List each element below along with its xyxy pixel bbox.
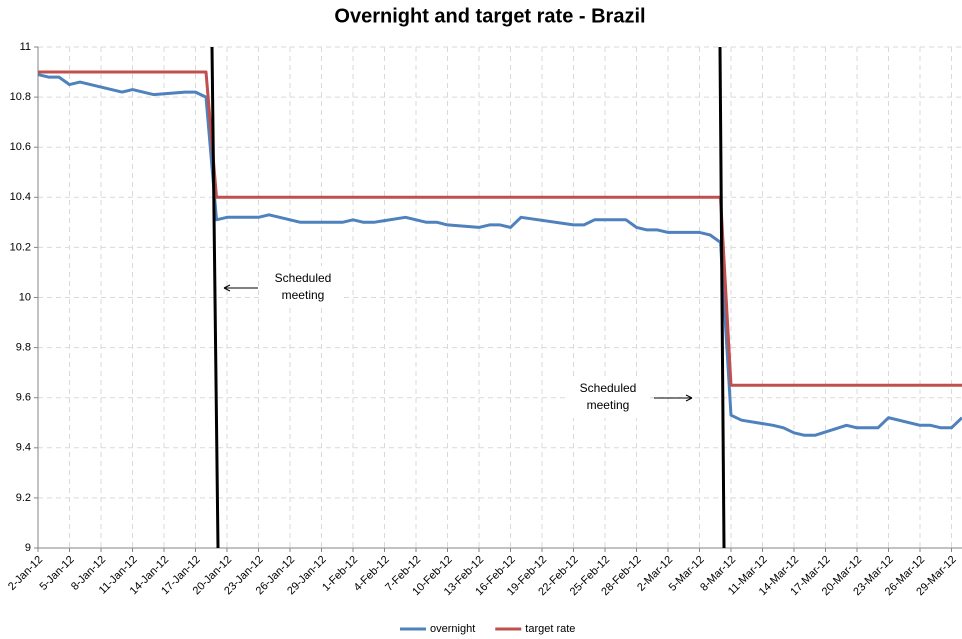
- meeting-line: [718, 46, 726, 549]
- legend-label: target rate: [525, 623, 575, 635]
- y-tick-label: 10.8: [10, 91, 31, 103]
- series-line: [38, 70, 962, 387]
- annotation-box: [262, 266, 342, 308]
- annotation: meeting: [587, 398, 630, 412]
- chart-title: Overnight and target rate - Brazil: [334, 5, 645, 27]
- y-tick-label: 9.4: [16, 442, 31, 454]
- meeting-line: [210, 46, 220, 549]
- annotation: meeting: [282, 288, 325, 302]
- annotation-box: [566, 376, 648, 418]
- arrow-head: [223, 284, 231, 292]
- y-tick-label: 10.2: [10, 241, 31, 253]
- y-tick-label: 9.6: [16, 392, 31, 404]
- series-line: [37, 73, 962, 437]
- y-tick-label: 9: [25, 542, 31, 554]
- y-tick-label: 10.6: [10, 141, 31, 153]
- y-tick-label: 10: [19, 291, 31, 303]
- annotation: Scheduled: [275, 271, 332, 285]
- y-tick-label: 10.4: [10, 191, 31, 203]
- grid: [34, 46, 962, 552]
- y-tick-label: 11: [20, 41, 31, 53]
- y-tick-label: 9.8: [16, 342, 31, 354]
- annotation: Scheduled: [580, 381, 637, 395]
- arrow-head: [685, 394, 693, 402]
- y-tick-label: 9.2: [16, 492, 31, 504]
- legend-label: overnight: [430, 623, 475, 635]
- plot: [37, 70, 962, 437]
